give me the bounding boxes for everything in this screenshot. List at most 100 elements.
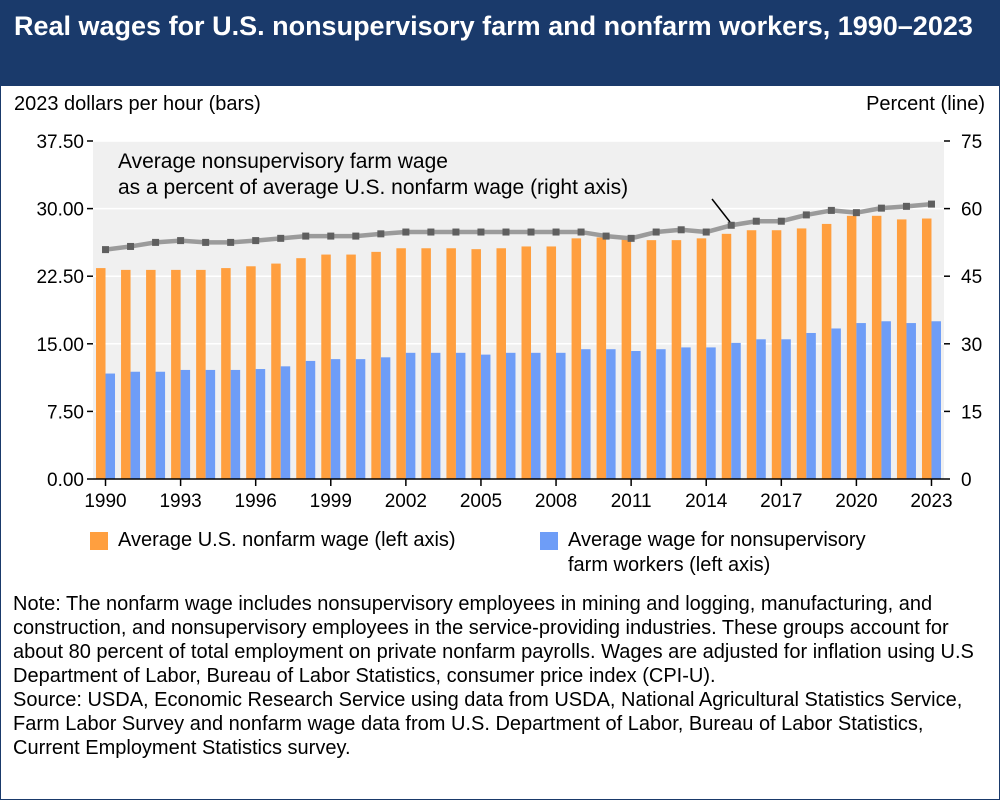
bar-farm-1994 <box>205 369 216 479</box>
bar-farm-1991 <box>130 371 141 479</box>
bar-farm-1993 <box>180 369 191 479</box>
bar-nonfarm-2002 <box>396 248 406 479</box>
bar-farm-1998 <box>305 360 316 479</box>
left-tick-label: 30.00 <box>36 200 84 221</box>
note-text: Note: The nonfarm wage includes nonsuper… <box>13 593 974 687</box>
bar-nonfarm-1990 <box>96 268 106 479</box>
bar-farm-2006 <box>505 352 516 479</box>
bar-nonfarm-2017 <box>771 230 782 479</box>
percent-point-2020 <box>852 209 860 217</box>
percent-point-1994 <box>202 238 210 246</box>
bar-nonfarm-2006 <box>496 248 506 479</box>
bar-nonfarm-2013 <box>671 240 682 479</box>
annotation-line-2: as a percent of average U.S. nonfarm wag… <box>118 176 628 199</box>
percent-point-2002 <box>402 228 410 236</box>
bar-nonfarm-2009 <box>571 238 582 479</box>
bar-nonfarm-1992 <box>146 269 156 479</box>
bar-farm-2010 <box>606 349 616 479</box>
x-axis-ticks: 1990 1993 1996 1999 2002 2005 2008 2011 2014 2017… <box>84 479 953 512</box>
x-tick-label: 2014 <box>685 491 728 512</box>
bar-nonfarm-2016 <box>746 230 757 479</box>
bar-nonfarm-2012 <box>646 240 657 479</box>
bar-farm-2018 <box>806 332 816 479</box>
x-tick-label: 2005 <box>460 491 502 512</box>
bar-nonfarm-1994 <box>196 269 206 479</box>
bar-farm-1997 <box>280 366 291 479</box>
legend-label-farm: Average wage for nonsupervisory farm wor… <box>568 528 866 578</box>
percent-point-2004 <box>452 228 460 236</box>
left-axis-ticks: 0.00 7.50 15.00 22.50 30.00 37.50 <box>36 132 93 491</box>
percent-point-1995 <box>227 238 235 246</box>
bar-nonfarm-1996 <box>246 266 256 479</box>
bar-farm-2014 <box>706 347 716 479</box>
bar-farm-2021 <box>881 321 891 479</box>
x-tick-label: 2023 <box>910 491 952 512</box>
bar-nonfarm-2020 <box>846 215 857 479</box>
right-tick-label: 45 <box>961 267 982 288</box>
annotation-leader-line <box>711 198 731 223</box>
bar-farm-2019 <box>831 328 841 479</box>
bar-nonfarm-2001 <box>371 251 381 479</box>
percent-point-1991 <box>127 242 135 250</box>
left-tick-label: 7.50 <box>47 402 84 423</box>
x-tick-label: 2017 <box>760 491 802 512</box>
percent-point-1997 <box>277 234 285 242</box>
left-tick-label: 0.00 <box>47 470 84 491</box>
right-axis-title: Percent (line) <box>866 93 985 115</box>
percent-point-2019 <box>827 206 835 214</box>
percent-point-2009 <box>577 228 585 236</box>
bar-nonfarm-2022 <box>896 219 907 479</box>
bar-farm-2020 <box>856 323 866 479</box>
bar-nonfarm-1993 <box>171 269 181 479</box>
percent-point-2021 <box>877 204 885 212</box>
x-tick-label: 2011 <box>611 491 652 512</box>
bar-farm-2015 <box>731 342 741 479</box>
x-tick-label: 1993 <box>159 491 201 512</box>
legend-label-farm-line-2: farm workers (left axis) <box>568 554 771 576</box>
bar-nonfarm-2011 <box>621 239 632 479</box>
percent-point-2023 <box>927 200 935 208</box>
right-tick-label: 30 <box>961 335 982 356</box>
percent-point-1990 <box>102 246 110 254</box>
percent-line <box>102 200 935 254</box>
percent-point-2008 <box>552 228 560 236</box>
left-tick-label: 37.50 <box>36 132 84 153</box>
bar-farm-2016 <box>756 339 766 479</box>
right-axis-ticks: 0 15 30 45 60 75 <box>944 132 982 491</box>
bar-farm-2003 <box>430 352 441 479</box>
bar-nonfarm-2019 <box>821 223 832 479</box>
x-tick-label: 2002 <box>385 491 427 512</box>
bar-nonfarm-1997 <box>271 263 281 479</box>
percent-point-2017 <box>777 217 785 225</box>
bar-nonfarm-1999 <box>321 254 331 479</box>
legend-swatch-farm <box>540 532 558 550</box>
bar-farm-2011 <box>631 351 641 479</box>
percent-point-1992 <box>152 238 160 246</box>
x-tick-label: 2020 <box>835 491 877 512</box>
bar-nonfarm-2005 <box>471 249 481 479</box>
bar-nonfarm-2021 <box>871 215 882 479</box>
bar-farm-1992 <box>155 371 166 479</box>
bar-nonfarm-2000 <box>346 254 356 479</box>
chart-title: Real wages for U.S. nonsupervisory farm … <box>14 11 973 41</box>
bar-nonfarm-1998 <box>296 258 306 479</box>
source-text: Source: USDA, Economic Research Service … <box>13 689 963 759</box>
legend-swatch-nonfarm <box>90 532 108 550</box>
bar-nonfarm-2015 <box>721 233 732 479</box>
bar-farm-1995 <box>230 369 241 479</box>
percent-point-1998 <box>302 232 310 240</box>
bar-farm-2013 <box>681 347 691 479</box>
left-tick-label: 22.50 <box>36 267 84 288</box>
bar-nonfarm-2023 <box>921 218 932 480</box>
notes-block: Note: The nonfarm wage includes nonsuper… <box>13 592 988 760</box>
bar-farm-2002 <box>405 352 416 479</box>
right-tick-label: 60 <box>961 200 982 221</box>
percent-point-2022 <box>902 202 910 210</box>
percent-point-2005 <box>477 228 485 236</box>
bar-nonfarm-2008 <box>546 246 557 479</box>
bar-nonfarm-2004 <box>446 248 456 479</box>
x-tick-label: 1996 <box>235 491 277 512</box>
x-tick-label: 2008 <box>535 491 577 512</box>
right-tick-label: 0 <box>961 470 972 491</box>
title-banner: Real wages for U.S. nonsupervisory farm … <box>0 0 1000 86</box>
